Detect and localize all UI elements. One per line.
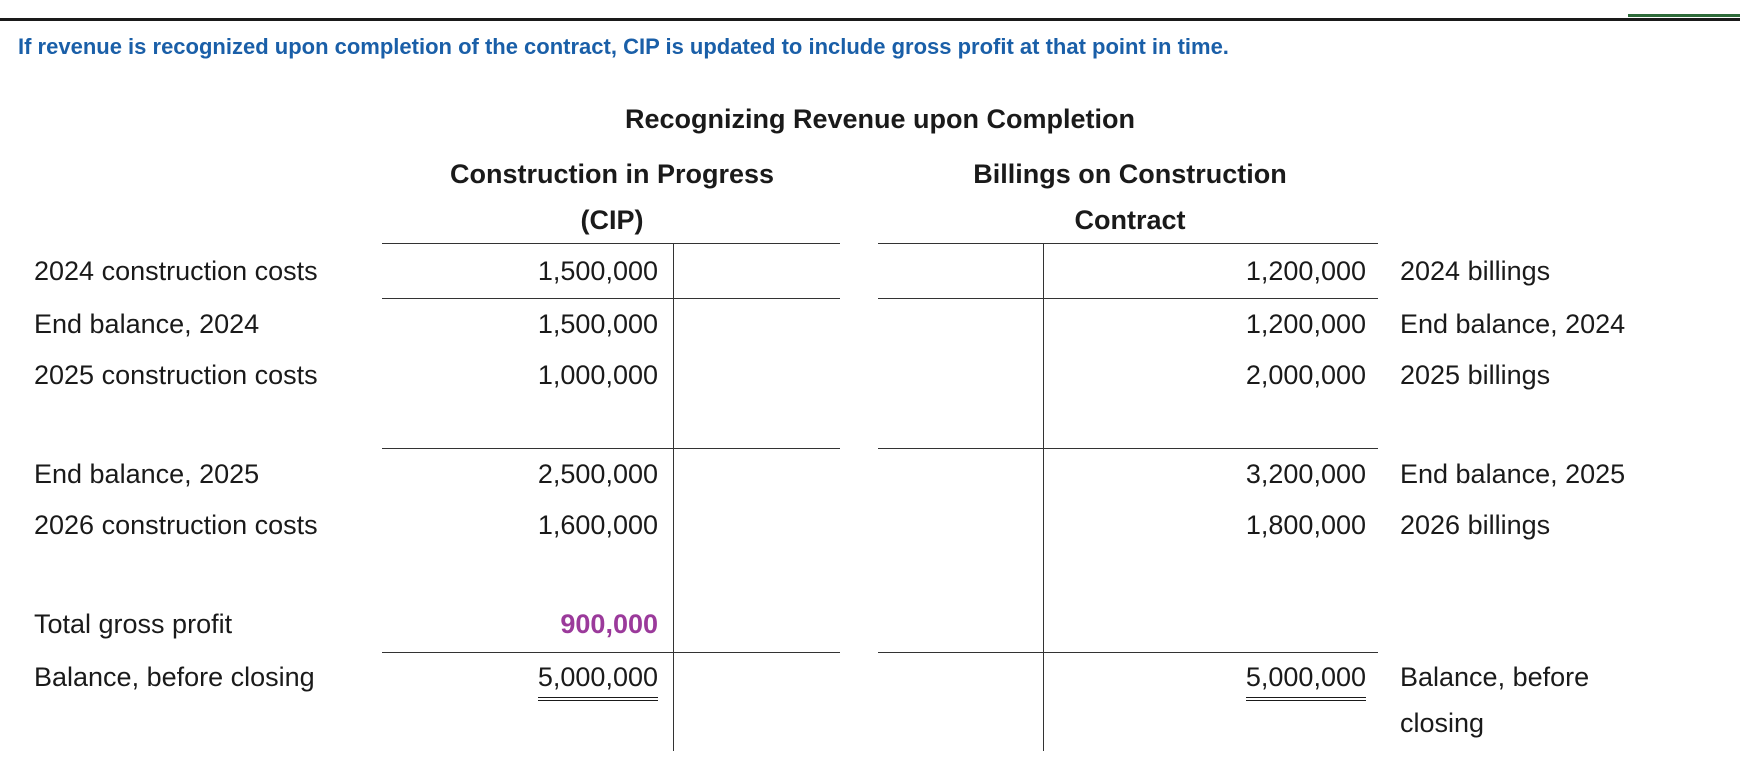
cip-rule-2025 — [382, 448, 840, 449]
billings-value-2024: 1,200,000 — [1245, 256, 1366, 286]
cip-rule-closing — [382, 652, 840, 653]
cip-title-line2: (CIP) — [580, 205, 644, 235]
billings-value-2025: 2,000,000 — [1245, 360, 1366, 390]
cip-account-title: Construction in Progress (CIP) — [382, 151, 842, 243]
cip-label-2026-costs: 2026 construction costs — [34, 510, 318, 540]
corner-mark — [1628, 14, 1740, 17]
cip-value-end-2025: 2,500,000 — [537, 459, 658, 489]
billings-label-end-2024: End balance, 2024 — [1400, 309, 1626, 339]
cip-label-closing: Balance, before closing — [34, 662, 315, 692]
billings-label-end-2025: End balance, 2025 — [1400, 459, 1626, 489]
cip-value-2025-costs: 1,000,000 — [537, 360, 658, 390]
billings-value-2026: 1,800,000 — [1245, 510, 1366, 540]
billings-value-end-2025: 3,200,000 — [1245, 459, 1366, 489]
billings-label-2024: 2024 billings — [1400, 256, 1551, 286]
cip-value-closing: 5,000,000 — [537, 659, 658, 701]
billings-rule-2024 — [878, 298, 1378, 299]
cip-label-end-2025: End balance, 2025 — [34, 459, 260, 489]
billings-label-2025: 2025 billings — [1400, 360, 1551, 390]
top-rule — [0, 18, 1740, 21]
cip-value-closing-wrap: 5,000,000 — [440, 654, 658, 701]
billings-rule-closing — [878, 652, 1378, 653]
billings-top-rule — [878, 243, 1378, 244]
figure-caption: If revenue is recognized upon completion… — [18, 34, 1229, 59]
billings-value-end-2024: 1,200,000 — [1245, 309, 1366, 339]
cip-value-2024-costs: 1,500,000 — [537, 256, 658, 286]
cip-value-gross-profit: 900,000 — [560, 609, 658, 639]
billings-title-line2: Contract — [1074, 205, 1186, 235]
cip-label-end-2024: End balance, 2024 — [34, 309, 260, 339]
billings-rule-2025 — [878, 448, 1378, 449]
cip-value-end-2024: 1,500,000 — [537, 309, 658, 339]
cip-label-gross-profit: Total gross profit — [34, 609, 233, 639]
billings-label-2026: 2026 billings — [1400, 510, 1551, 540]
billings-label-closing: Balance, before closing — [1400, 662, 1590, 738]
billings-center-rule — [1043, 243, 1044, 751]
cip-center-rule — [673, 243, 674, 751]
cip-rule-2024 — [382, 298, 840, 299]
cip-label-2024-costs: 2024 construction costs — [34, 256, 318, 286]
billings-title-line1: Billings on Construction — [973, 159, 1287, 189]
cip-title-line1: Construction in Progress — [449, 159, 775, 189]
cip-value-2026-costs: 1,600,000 — [537, 510, 658, 540]
billings-value-closing-wrap: 5,000,000 — [1150, 654, 1366, 701]
billings-account-title: Billings on Construction Contract — [880, 151, 1380, 243]
cip-label-2025-costs: 2025 construction costs — [34, 360, 318, 390]
figure-title: Recognizing Revenue upon Completion — [624, 104, 1135, 134]
cip-top-rule — [382, 243, 840, 244]
billings-value-closing: 5,000,000 — [1245, 659, 1366, 701]
